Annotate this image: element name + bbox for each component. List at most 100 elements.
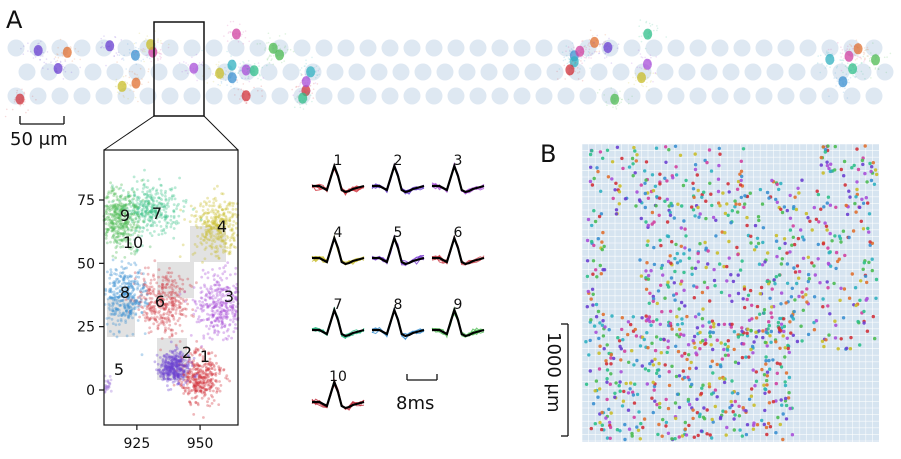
electrode [29,87,47,105]
electrode [689,39,707,57]
probe-strip [4,19,894,118]
strip-cluster [828,69,856,99]
electrode [249,87,267,105]
electrode [436,63,454,81]
electrode [139,87,157,105]
electrode [183,39,201,57]
zoom-box [153,21,205,117]
waveform-unit-2: 2 [371,153,425,195]
electrode [645,39,663,57]
mean-waveform [312,378,365,410]
waveform-label: 8 [394,297,403,313]
electrode [502,63,520,81]
electrode [656,63,674,81]
electrode [865,39,883,57]
electrode [469,87,487,105]
probe-map-units [584,144,879,442]
strip-cluster [638,19,667,50]
probe-map-bg [582,144,879,442]
inset-label-7: 7 [152,204,162,223]
electrode [590,63,608,81]
electrode [425,39,443,57]
electrode [315,87,333,105]
inset-electrode [157,338,187,380]
waveform-unit-3: 3 [431,153,485,195]
panel-b-scale-bar-label: 1000 μm [543,332,564,413]
inset-label-8: 8 [120,283,130,302]
electrode [755,87,773,105]
inset-x-ticks: 925 950 [124,425,214,452]
mean-waveform [432,306,485,338]
electrode [128,63,146,81]
strip-cluster [558,44,591,70]
waveform-label: 1 [334,153,343,169]
electrode [766,63,784,81]
electrode [392,63,410,81]
panel-b-scale-bar: 1000 μm [543,323,569,437]
inset-label-5: 5 [114,360,124,379]
electrode [623,39,641,57]
electrode [733,87,751,105]
inset-y-tick-label: 25 [77,320,95,336]
strip-cluster [237,60,268,81]
electrode [227,39,245,57]
electrode [18,63,36,81]
mean-waveform [372,306,425,338]
inset-electrode [190,226,226,262]
electrode [777,39,795,57]
electrode [557,87,575,105]
waveform-grid: 1 2 3 4 5 6 7 8 9 10 [311,153,485,411]
electrode [513,39,531,57]
waveform-label: 4 [334,225,343,241]
inset-x-tick-label: 950 [187,436,214,452]
strip-cluster [630,49,657,83]
electrode [513,87,531,105]
strip-cluster [114,75,140,100]
inset-cluster-5 [103,374,113,394]
mean-waveform [372,234,425,266]
inset-label-3: 3 [224,287,234,306]
waveform-unit-10: 10 [311,369,365,411]
electrode [205,87,223,105]
waveform-unit-8: 8 [371,297,425,341]
strip-cluster [565,40,596,64]
inset-label-6: 6 [155,292,165,311]
mean-waveform [432,162,485,194]
strip-cluster [816,50,844,74]
electrode [458,63,476,81]
electrode [535,87,553,105]
electrode [579,87,597,105]
inset-cluster-1 [172,340,232,419]
strip-cluster [848,39,869,61]
electrode [282,63,300,81]
electrode [403,39,421,57]
electrode [711,39,729,57]
electrode [733,39,751,57]
inset-cluster-10 [105,224,152,256]
electrode [51,87,69,105]
zoom-line-left [103,115,155,151]
electrode [403,87,421,105]
strip-cluster [596,87,633,110]
inset-x-tick-label: 925 [124,436,151,452]
electrode [161,87,179,105]
waveform-label: 9 [454,297,463,313]
electrode [557,39,575,57]
electrode [810,63,828,81]
strip-cluster [842,54,866,80]
electrode [381,39,399,57]
electrode [678,63,696,81]
electrode [491,87,509,105]
waveform-label: 10 [329,369,347,385]
electrode [271,87,289,105]
waveform-scale-bar-label: 8ms [396,393,434,414]
electrode [172,63,190,81]
electrode [381,87,399,105]
inset-cluster-4 [178,184,240,264]
waveform-label: 2 [394,153,403,169]
electrode [447,39,465,57]
electrode [667,39,685,57]
inset-cluster-6 [124,259,198,352]
electrode [469,39,487,57]
